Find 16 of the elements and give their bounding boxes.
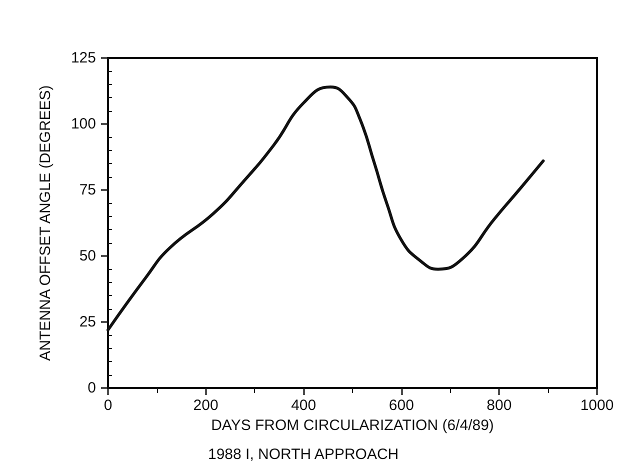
line-series: [106, 86, 545, 332]
x-tick-label: 200: [193, 397, 218, 414]
x-axis-title: DAYS FROM CIRCULARIZATION (6/4/89): [211, 416, 494, 434]
text: 1988 I, NORTH APPROACH: [208, 446, 399, 463]
y-tick-label: 0: [88, 380, 96, 396]
y-axis-title: ANTENNA OFFSET ANGLE (DEGREES): [37, 85, 54, 361]
x-tick-label: 600: [388, 397, 414, 414]
x-tick-label: 400: [291, 397, 316, 414]
y-tick-label: 75: [79, 182, 96, 198]
x-tick-label: 0: [104, 397, 112, 414]
x-tick-label: 800: [486, 397, 512, 414]
y-tick-label: 25: [79, 314, 96, 330]
y-tick-label: 125: [70, 50, 96, 66]
y-tick-label: 100: [70, 116, 96, 132]
x-tick-label: 1000: [580, 397, 614, 414]
y-tick-label: 50: [79, 248, 96, 264]
